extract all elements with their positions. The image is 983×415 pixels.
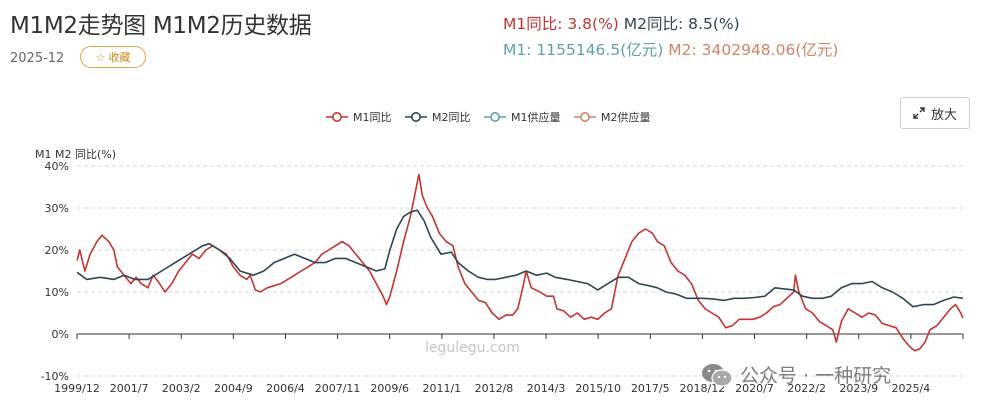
m1-yoy-line: [76, 173, 964, 352]
star-icon: ☆: [95, 50, 106, 64]
favorite-button[interactable]: ☆ 收藏: [80, 46, 146, 68]
zoom-label: 放大: [930, 107, 957, 123]
supply-stats: M1: 1155146.5(亿元) M2: 3402948.06(亿元): [503, 38, 838, 60]
legend-m1-yoy[interactable]: M1同比: [326, 111, 392, 124]
legend-label: M1同比: [353, 111, 392, 124]
x-tick-label: 2014/3: [527, 382, 566, 395]
legend-label: M1供应量: [511, 110, 561, 124]
favorite-label: 收藏: [108, 51, 131, 64]
x-tick-label: 2006/4: [266, 382, 305, 395]
x-tick-label: 1999/12: [54, 382, 100, 395]
x-tick-label: 2003/2: [162, 382, 201, 395]
x-axis: 1999/12 2001/7 2003/2 2004/9 2006/4 2007/11 20…: [54, 333, 964, 395]
m2-supply-stat: M2: 3402948.06(亿元): [668, 41, 839, 59]
x-tick-label: 2020/7: [735, 382, 774, 395]
y-axis-label: M1 M2 同比(%): [35, 148, 116, 161]
x-tick-label: 2009/6: [370, 382, 409, 395]
legend-marker: [489, 112, 500, 123]
m1-yoy-stat: M1同比: 3.8(%): [503, 15, 619, 33]
legend-m2-supply[interactable]: M2供应量: [574, 110, 651, 124]
legend-m1-supply[interactable]: M1供应量: [484, 110, 561, 124]
x-tick-label: 2015/10: [575, 382, 621, 395]
wechat-icon: [702, 363, 733, 387]
y-tick-label: 40%: [45, 160, 69, 173]
chart-legend: M1同比 M2同比 M1供应量 M2供应量: [326, 110, 651, 124]
legend-marker: [410, 112, 421, 123]
watermark: legulegu.com: [425, 340, 520, 356]
x-tick-label: 2025/4: [892, 382, 931, 395]
m2-yoy-stat: M2同比: 8.5(%): [623, 15, 740, 33]
m2-yoy-line: [76, 209, 964, 308]
zoom-button[interactable]: 放大: [900, 97, 970, 129]
y-axis-ticks: 40% 30% 20% 10% 0% -10%: [41, 160, 69, 383]
x-tick-label: 2001/7: [110, 382, 149, 395]
series-lines: [76, 173, 964, 352]
legend-marker: [331, 112, 342, 123]
x-tick-label: 2018/12: [680, 382, 726, 395]
data-date: 2025-12: [10, 51, 65, 66]
wechat-caption-text: 公众号 · 一种研究: [740, 365, 892, 387]
x-tick-label: 2011/1: [422, 382, 461, 395]
y-tick-label: -10%: [41, 370, 69, 383]
expand-icon: [913, 107, 925, 119]
x-tick-label: 2023/9: [839, 382, 878, 395]
legend-label: M2供应量: [601, 110, 651, 124]
y-tick-label: 30%: [45, 202, 69, 215]
x-tick-label: 2012/8: [475, 382, 514, 395]
x-tick-label: 2017/5: [631, 382, 670, 395]
wechat-caption: 公众号 · 一种研究: [700, 361, 891, 388]
page-title: M1M2走势图 M1M2历史数据: [10, 13, 312, 39]
m1-supply-stat: M1: 1155146.5(亿元): [503, 41, 664, 59]
grid-lines: [77, 165, 963, 377]
y-tick-label: 0%: [52, 328, 69, 341]
y-tick-label: 10%: [45, 286, 69, 299]
yoy-stats: M1同比: 3.8(%) M2同比: 8.5(%): [503, 12, 740, 34]
legend-marker: [579, 112, 590, 123]
legend-m2-yoy[interactable]: M2同比: [405, 111, 471, 124]
x-tick-label: 2004/9: [214, 382, 253, 395]
y-tick-label: 20%: [45, 244, 69, 257]
x-tick-label: 2022/2: [787, 382, 826, 395]
legend-label: M2同比: [432, 111, 471, 124]
x-tick-label: 2007/11: [315, 382, 361, 395]
